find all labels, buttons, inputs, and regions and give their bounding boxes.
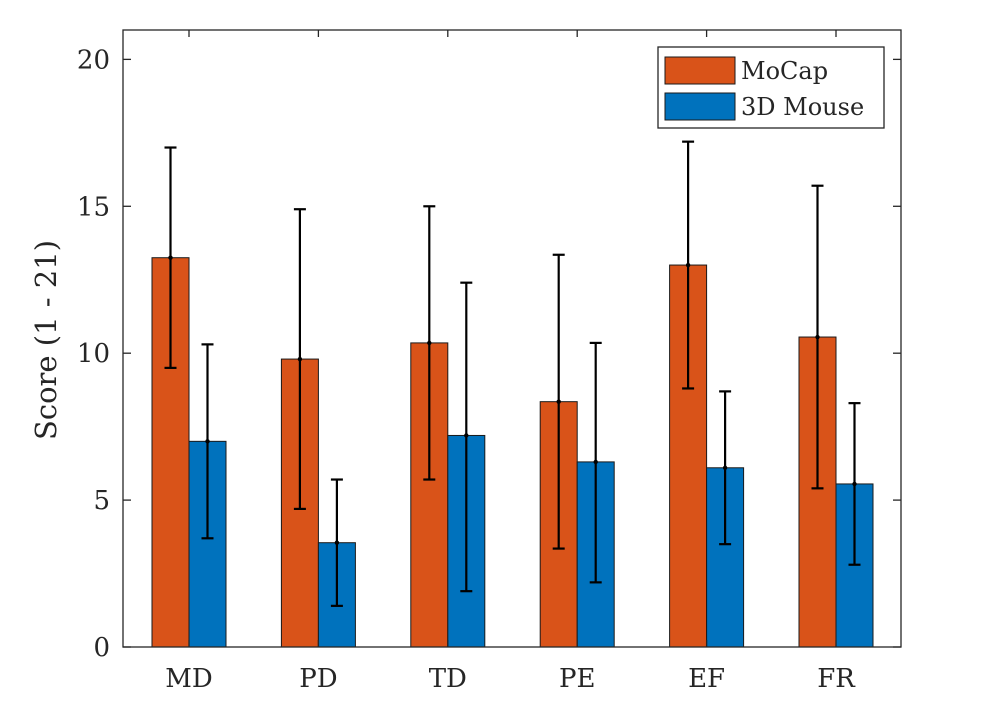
plot-area-background — [123, 30, 901, 647]
y-tick-label-10: 10 — [77, 339, 110, 369]
y-tick-label-20: 20 — [77, 45, 110, 75]
error-bar-center-marker — [168, 255, 173, 260]
error-bar-center-marker — [334, 540, 340, 545]
x-tick-label-ef: EF — [688, 664, 725, 694]
x-tick-label-td: TD — [429, 664, 467, 694]
y-tick-label-15: 15 — [77, 192, 110, 222]
legend-label-3d-mouse: 3D Mouse — [741, 93, 864, 121]
error-bar-center-marker — [464, 433, 469, 438]
error-bar-center-marker — [593, 459, 598, 465]
error-bar-center-marker — [205, 439, 210, 444]
plot-area-border — [122, 29, 902, 648]
error-bar-center-marker — [427, 340, 432, 346]
x-tick-label-pd: PD — [299, 664, 337, 694]
legend-label-mocap: MoCap — [741, 57, 828, 85]
y-tick-label-0: 0 — [93, 633, 110, 663]
x-axis: MD PD TD PE EF FR — [165, 30, 856, 694]
y-axis: 0 5 10 15 20 — [77, 45, 901, 663]
x-tick-label-pe: PE — [559, 664, 595, 694]
error-bar-center-marker — [722, 465, 728, 470]
legend-swatch-3d-mouse — [664, 92, 736, 121]
error-bar-center-marker — [556, 399, 561, 404]
error-bars-layer — [164, 140, 861, 607]
error-bar-center-marker — [815, 334, 820, 340]
x-tick-label-fr: FR — [817, 664, 856, 694]
x-tick-label-md: MD — [165, 664, 212, 694]
error-bar-center-marker — [685, 262, 691, 268]
y-axis-label: Score (1 - 21) — [29, 240, 63, 440]
legend-swatch-mocap — [664, 56, 736, 85]
error-bar-center-marker — [297, 356, 303, 362]
legend: MoCap 3D Mouse — [657, 46, 885, 129]
error-bar-center-marker — [852, 481, 857, 487]
y-tick-label-5: 5 — [93, 486, 110, 516]
